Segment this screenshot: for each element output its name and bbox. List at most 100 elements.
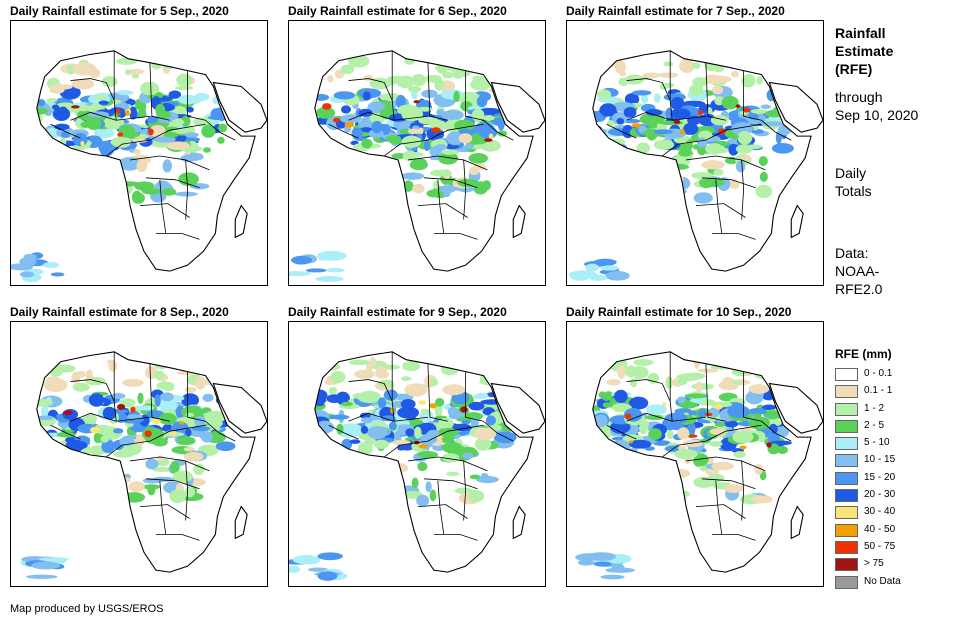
heavy-rain-patch [436,435,443,440]
heavy-rain-patch [117,132,124,137]
rain-patch [733,451,747,459]
rain-patch [723,484,744,493]
heavy-rain-patch [144,430,152,438]
rain-patch [438,151,459,165]
ocean-rain-patch [289,271,312,277]
rain-patch [181,393,200,408]
legend-item: 30 - 40 [835,505,896,522]
rain-patch [379,93,402,102]
heavy-rain-patch [419,127,424,135]
rain-patch [161,112,169,120]
rain-patch [183,446,195,452]
rain-patch [328,386,338,395]
rain-patch [467,489,485,503]
rain-patch [709,428,726,435]
heavy-rain-patch [662,402,667,407]
rain-patch [56,431,77,438]
heavy-rain-patch [602,139,611,146]
rain-patch [36,399,53,407]
rain-patch [691,171,714,180]
rain-patch [340,105,352,114]
legend: RFE (mm) 0 - 0.1 0.1 - 1 1 - 2 2 - 5 5 - 10 1… [835,347,901,592]
rain-patch [474,427,497,440]
rain-patch [713,169,724,176]
rain-patch [665,376,673,389]
rain-patch [371,120,383,134]
legend-item: 20 - 30 [835,488,895,505]
rain-patch [393,119,411,130]
rain-patch [360,417,373,424]
heavy-rain-patch [130,406,136,413]
rain-patch [696,137,708,148]
rain-patch [402,361,421,372]
map-credit: Map produced by USGS/EROS [10,603,164,615]
rain-patch [381,415,396,422]
rain-patch [648,428,662,441]
rain-patch [470,78,492,91]
heavy-rain-patch [90,426,100,434]
rain-patch [52,107,71,121]
rain-patch [72,132,88,147]
rain-patch [642,130,656,137]
rain-patch [731,134,739,140]
legend-item: > 75 [835,557,892,574]
rain-patch [203,410,227,423]
rain-patch [403,180,414,192]
legend-label: 10 - 15 [864,454,896,466]
ocean-rain-patch [605,567,636,573]
ocean-rain-patch [50,272,65,277]
rain-patch [453,90,460,103]
country-outlines [314,351,545,573]
rain-patch [708,473,725,483]
rain-patch [405,406,418,421]
rain-patch [754,463,763,475]
rain-patch [369,356,377,367]
rain-patch [435,397,445,407]
legend-title: RFE (mm) [835,347,892,361]
rain-patch [777,124,792,136]
rain-patch [116,90,134,96]
rain-patch [693,453,709,467]
rainfall-map [288,321,546,587]
ocean-rain-patch [316,250,347,261]
rain-patch [131,73,140,79]
rain-patch [632,366,649,379]
legend-swatch [835,385,858,399]
rain-patch [206,372,221,384]
rain-patch [386,76,395,86]
rain-patch [377,397,387,409]
rain-patch [701,160,725,170]
rain-patch [404,383,428,397]
panel-title: Daily Rainfall estimate for 6 Sep., 2020 [288,4,507,18]
rain-patch [119,181,140,187]
rain-patch [36,415,54,421]
rain-patch [349,439,361,444]
rain-patch [619,71,627,77]
ocean-rain-patch [586,552,617,561]
rain-patch [396,75,415,89]
rainfall-layer [36,57,236,204]
rain-patch [711,461,735,471]
rain-patch [670,96,685,111]
rain-patch [705,143,724,155]
panel-title: Daily Rainfall estimate for 8 Sep., 2020 [10,305,229,319]
rain-patch [128,481,145,493]
legend-swatch [835,575,858,589]
africa-map-svg [20,351,267,579]
rain-patch [645,414,666,421]
legend-swatch [835,558,858,572]
rain-patch [174,85,194,91]
rain-patch [636,142,651,154]
rain-patch [208,63,220,70]
rain-patch [434,144,448,151]
rain-patch [363,74,374,81]
heavy-rain-patch [624,413,632,420]
rain-patch [108,359,118,372]
africa-map-svg [575,351,823,580]
heavy-rain-patch [742,107,751,113]
heavy-rain-patch [116,403,126,410]
legend-swatch [835,471,858,485]
rain-patch [623,106,637,118]
legend-label: 30 - 40 [864,506,896,518]
ocean-rain-patch [600,574,625,580]
